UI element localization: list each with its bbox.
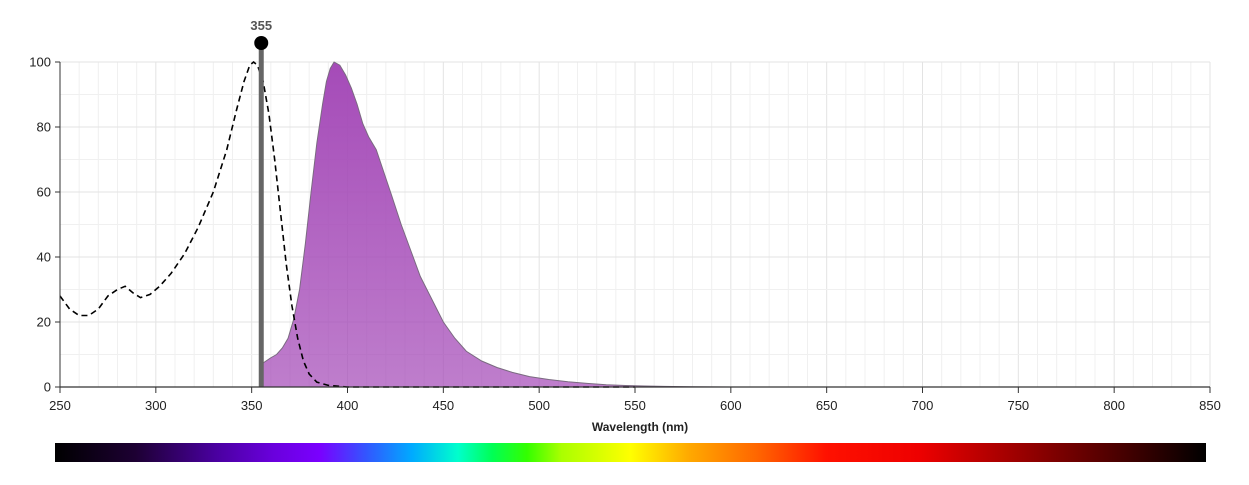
x-tick-label: 600 — [720, 398, 742, 413]
y-tick-label: 100 — [29, 55, 51, 70]
x-tick-label: 250 — [49, 398, 71, 413]
y-tick-label: 80 — [37, 120, 51, 135]
y-tick-label: 60 — [37, 185, 51, 200]
x-tick-label: 650 — [816, 398, 838, 413]
emission-area — [260, 61, 731, 388]
wavelength-marker[interactable]: 355 — [250, 18, 272, 387]
x-tick-label: 300 — [145, 398, 167, 413]
x-tick-label: 800 — [1103, 398, 1125, 413]
y-tick-label: 40 — [37, 250, 51, 265]
x-tick-label: 350 — [241, 398, 263, 413]
x-tick-label: 450 — [432, 398, 454, 413]
wavelength-color-strip — [55, 443, 1206, 462]
x-tick-label: 500 — [528, 398, 550, 413]
emission-series — [260, 61, 731, 388]
y-tick-label: 20 — [37, 315, 51, 330]
x-tick-label: 700 — [912, 398, 934, 413]
grid — [59, 61, 1211, 388]
excitation-series — [59, 60, 635, 388]
x-tick-label: 400 — [337, 398, 359, 413]
excitation-line — [59, 60, 635, 388]
x-axis-title: Wavelength (nm) — [592, 420, 688, 434]
color-strip-bar — [55, 443, 1206, 462]
marker-handle[interactable] — [254, 36, 269, 50]
y-tick-label: 0 — [44, 380, 51, 395]
x-tick-label: 750 — [1007, 398, 1029, 413]
axes: 0 20 40 60 80 100 250 300 350 400 450 500 550 600 650 7… — [29, 55, 1221, 435]
x-tick-label: 550 — [624, 398, 646, 413]
x-tick-label: 850 — [1199, 398, 1221, 413]
marker-value-label: 355 — [250, 18, 272, 33]
